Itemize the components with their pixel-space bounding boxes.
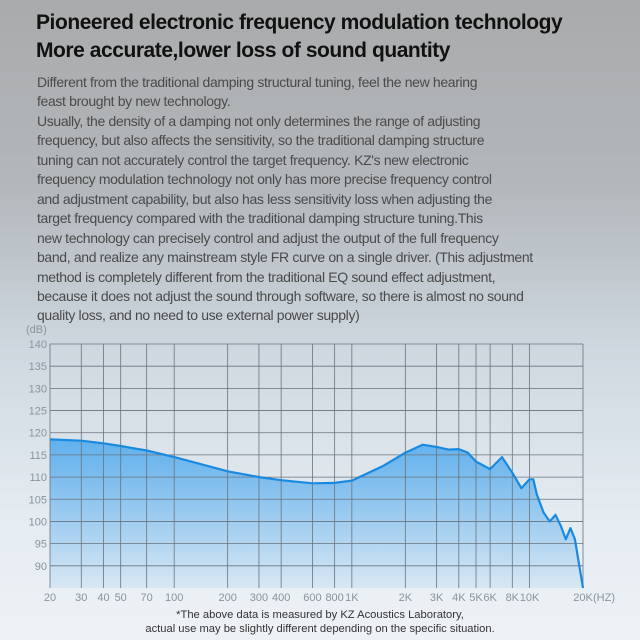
y-tick-label: 100 [29,516,47,528]
description-line: because it does not adjust the sound thr… [37,287,524,304]
x-tick-label: 4K [452,592,466,604]
x-tick-label: 2K [399,592,413,604]
x-tick-label: 1K [345,592,359,604]
x-tick-label: 70 [141,592,153,604]
x-tick-label: 30 [75,592,87,604]
description-line: quality loss, and no need to use externa… [37,307,360,324]
footnote-line-1: *The above data is measured by KZ Acoust… [176,609,464,621]
description-line: new technology can precisely control and… [37,229,499,246]
footnote-line-2: actual use may be slightly different dep… [145,623,495,635]
x-tick-label: 10K [520,592,540,604]
x-tick-label: 20K [573,592,593,604]
description-line: feast brought by new technology. [37,93,231,110]
description-line: band, and realize any mainstream style F… [37,249,533,266]
description-line: and adjustment capability, but also has … [37,190,493,207]
y-tick-label: 125 [29,406,47,418]
description-line: Usually, the density of a damping not on… [37,112,481,129]
description-line: target frequency compared with the tradi… [37,210,483,227]
x-tick-label: 50 [115,592,127,604]
x-tick-label: 5K [469,592,483,604]
description-line: frequency, but also affects the sensitiv… [37,132,485,149]
x-tick-label: 6K [483,592,497,604]
x-tick-label: 8K [506,592,520,604]
x-axis-unit: (HZ) [593,592,615,604]
response-line [49,438,585,589]
y-tick-label: 115 [29,450,47,462]
y-tick-label: 120 [29,428,47,440]
y-axis-unit: (dB) [26,324,47,336]
description-line: Different from the traditional damping s… [37,74,478,90]
x-tick-label: 20 [44,592,56,604]
headline-line-1: Pioneered electronic frequency modulatio… [36,11,563,34]
description-line: frequency modulation technology not only… [37,171,492,188]
description-text: Different from the traditional damping s… [37,73,533,326]
response-area [50,439,583,588]
x-tick-label: 300 [250,592,268,604]
headline-line-2: More accurate,lower loss of sound quanti… [36,39,451,62]
description-line: tuning can not accurately control the ta… [37,151,469,168]
description-line: method is completely different from the … [37,268,496,285]
y-tick-label: 105 [29,494,47,506]
y-tick-label: 110 [29,472,47,484]
y-tick-label: 135 [29,361,47,373]
y-tick-label: 130 [29,383,47,395]
x-tick-label: 800 [325,592,343,604]
x-tick-label: 200 [218,592,236,604]
x-tick-label: 400 [272,592,290,604]
x-tick-label: 600 [303,592,321,604]
x-tick-label: 3K [430,592,444,604]
y-tick-label: 95 [35,539,47,551]
x-tick-label: 100 [165,592,183,604]
y-tick-label: 140 [29,339,47,351]
x-tick-label: 40 [97,592,109,604]
y-tick-label: 90 [35,561,47,573]
